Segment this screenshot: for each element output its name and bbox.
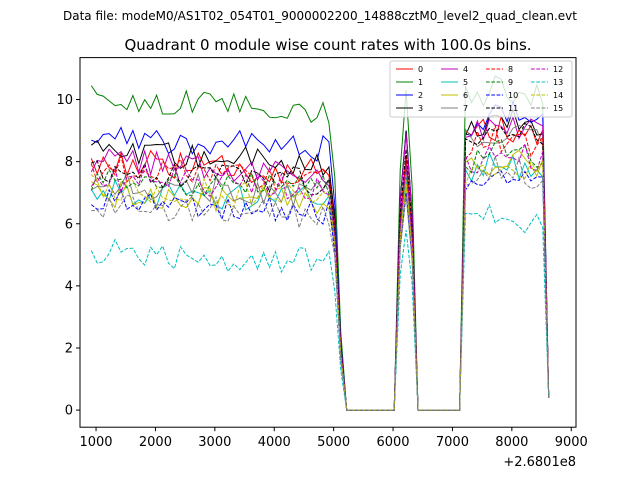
series-line-14 — [90, 158, 550, 411]
legend-label-7: 7 — [463, 104, 468, 113]
y-tick-label: 10 — [56, 93, 73, 108]
x-axis-offset-label: +2.6801e8 — [503, 455, 576, 470]
series-line-15 — [91, 154, 550, 411]
plot-lines — [90, 75, 550, 411]
x-tick-label: 6000 — [376, 435, 409, 450]
chart-title: Quadrant 0 module wise count rates with … — [124, 36, 531, 54]
legend-label-2: 2 — [418, 91, 423, 100]
x-tick-label: 1000 — [79, 435, 112, 450]
y-axis: 0 2 4 6 8 10 — [56, 93, 80, 419]
axes-frame — [79, 57, 577, 428]
series-line-6 — [91, 149, 550, 411]
x-tick-label: 3000 — [198, 435, 231, 450]
series-line-2 — [91, 99, 550, 411]
x-tick-label: 8000 — [495, 435, 528, 450]
legend-label-4: 4 — [463, 65, 468, 74]
legend-label-11: 11 — [508, 104, 518, 113]
series-line-9 — [90, 139, 550, 411]
series-line-3 — [90, 107, 550, 411]
legend-label-5: 5 — [463, 78, 468, 87]
legend-label-6: 6 — [463, 91, 468, 100]
legend-label-0: 0 — [418, 65, 423, 74]
legend-label-15: 15 — [553, 104, 563, 113]
series-line-13 — [90, 203, 550, 411]
legend-label-14: 14 — [553, 91, 563, 100]
legend-label-1: 1 — [418, 78, 423, 87]
series-line-12 — [90, 142, 550, 411]
y-tick-label: 6 — [65, 217, 73, 232]
legend-label-10: 10 — [508, 91, 518, 100]
y-tick-label: 4 — [65, 279, 73, 294]
chart-suptitle: Data file: modeM0/AS1T02_054T01_90000022… — [63, 9, 577, 23]
y-tick-label: 2 — [65, 342, 73, 357]
x-tick-label: 5000 — [317, 435, 350, 450]
x-tick-label: 2000 — [139, 435, 172, 450]
series-line-10 — [90, 170, 550, 411]
x-tick-label: 9000 — [555, 435, 588, 450]
legend-label-13: 13 — [553, 78, 563, 87]
y-tick-label: 0 — [65, 404, 73, 419]
x-tick-label: 7000 — [436, 435, 469, 450]
x-axis: 1000 2000 3000 4000 5000 6000 7000 8000 9000 — [79, 427, 588, 450]
y-tick-label: 8 — [65, 155, 73, 170]
legend-frame — [389, 60, 573, 118]
x-tick-label: 4000 — [258, 435, 291, 450]
legend-label-9: 9 — [508, 78, 513, 87]
legend-label-8: 8 — [508, 65, 513, 74]
legend-label-3: 3 — [418, 104, 423, 113]
legend-label-12: 12 — [553, 65, 563, 74]
series-line-11 — [91, 122, 550, 411]
series-line-4 — [90, 115, 550, 411]
series-line-8 — [90, 123, 550, 411]
